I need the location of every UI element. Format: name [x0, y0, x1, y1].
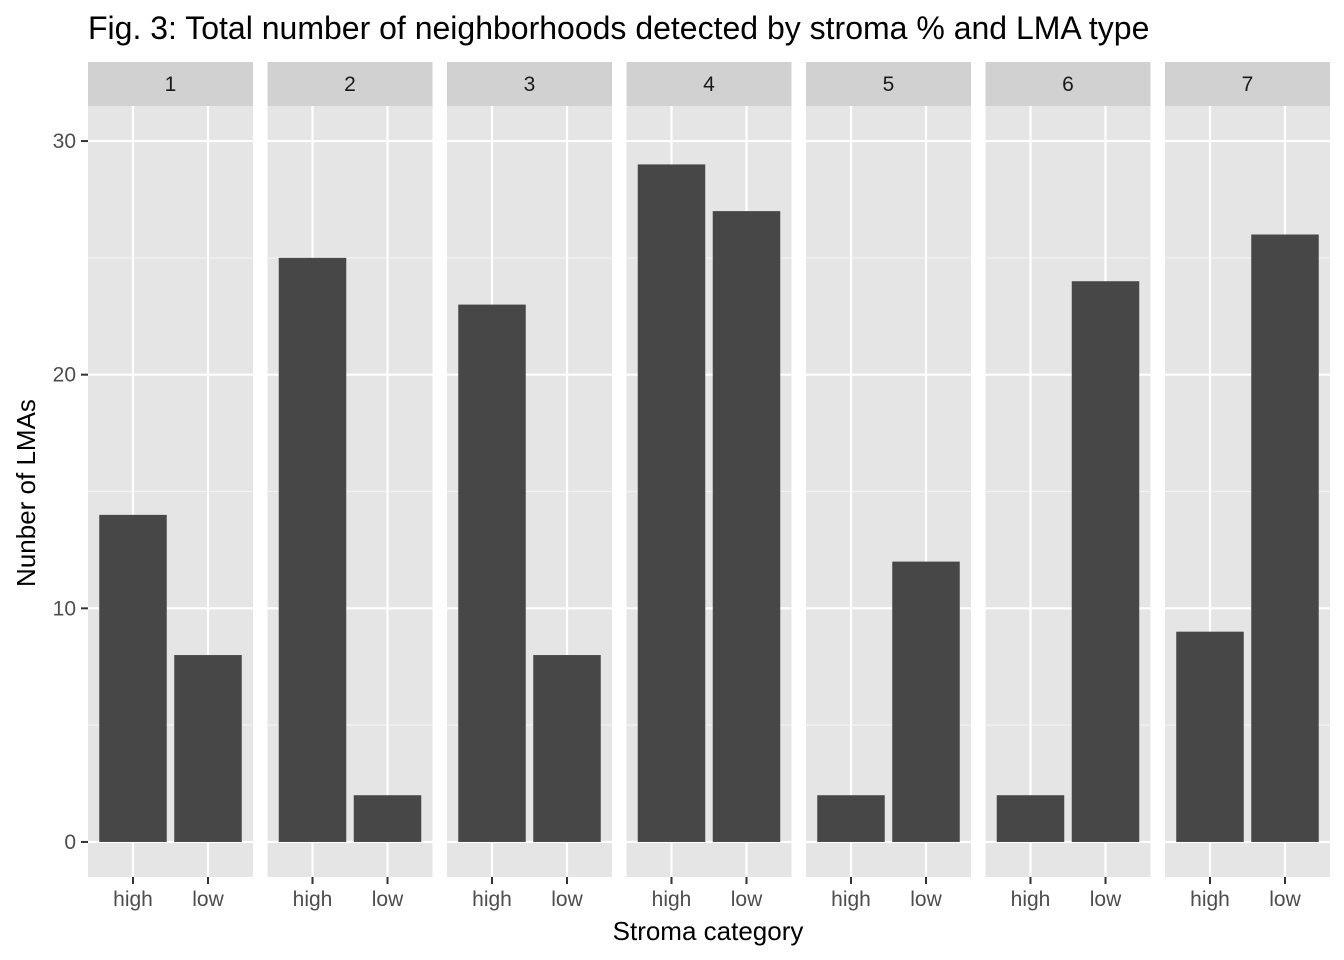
bar-panel-6-high [996, 795, 1065, 842]
facet-strip-label: 2 [344, 73, 356, 96]
facet-panel-2: 2 high low [267, 62, 433, 911]
y-tick-label: 0 [64, 831, 76, 854]
y-axis: 0 10 20 30 [53, 130, 88, 854]
facet-panel-4: 4 high low [626, 62, 792, 911]
facet-strip [267, 62, 433, 106]
facet-panel-1: 1 high low [88, 62, 253, 911]
bar-panel-1-high [99, 514, 167, 842]
facet-strip-label: 7 [1242, 73, 1254, 96]
bar-panel-5-high [817, 795, 885, 842]
x-tick-label: low [1090, 888, 1122, 911]
facet-panels: 1 high low 2 high low 3 high low 4 high low 5 high low… [88, 62, 1330, 911]
facet-strip [447, 62, 612, 106]
facet-panel-7: 7 high low [1165, 62, 1330, 911]
facet-panel-5: 5 high low [806, 62, 971, 911]
bar-panel-2-low [353, 795, 422, 842]
x-tick-label: low [192, 888, 224, 911]
bar-panel-4-high [637, 164, 706, 842]
facet-panel-3: 3 high low [447, 62, 612, 911]
facet-strip-label: 1 [165, 73, 177, 96]
x-axis-title: Stroma category [613, 916, 804, 946]
facet-strip [88, 62, 253, 106]
x-tick-label: low [372, 888, 404, 911]
x-tick-label: high [1190, 888, 1230, 911]
facet-strip [1165, 62, 1330, 106]
x-tick-label: low [551, 888, 583, 911]
x-tick-label: high [293, 888, 333, 911]
bar-panel-3-high [458, 304, 526, 842]
x-tick-label: low [1269, 888, 1301, 911]
x-tick-label: high [472, 888, 512, 911]
facet-strip [985, 62, 1151, 106]
x-tick-label: high [652, 888, 692, 911]
bar-panel-5-low [892, 561, 960, 842]
facet-strip-label: 5 [883, 73, 895, 96]
x-tick-label: low [731, 888, 763, 911]
facet-strip-label: 4 [703, 73, 715, 96]
facet-strip [806, 62, 971, 106]
y-tick-label: 10 [53, 597, 76, 620]
x-tick-label: high [1011, 888, 1051, 911]
facet-strip-label: 3 [524, 73, 536, 96]
chart-title: Fig. 3: Total number of neighborhoods de… [88, 10, 1149, 46]
bar-panel-3-low [533, 655, 601, 842]
x-tick-label: high [113, 888, 153, 911]
facet-panel-6: 6 high low [985, 62, 1151, 911]
y-axis-title: Nunber of LMAs [11, 399, 41, 587]
bar-panel-2-high [278, 257, 347, 842]
bar-panel-7-low [1251, 234, 1319, 842]
facet-strip [626, 62, 792, 106]
x-tick-label: high [831, 888, 871, 911]
bar-panel-1-low [174, 655, 242, 842]
bar-panel-4-low [712, 211, 781, 842]
y-tick-label: 30 [53, 130, 76, 153]
bar-panel-6-low [1071, 281, 1140, 842]
y-tick-label: 20 [53, 364, 76, 387]
x-tick-label: low [910, 888, 942, 911]
facet-strip-label: 6 [1062, 73, 1074, 96]
bar-panel-7-high [1176, 631, 1244, 842]
